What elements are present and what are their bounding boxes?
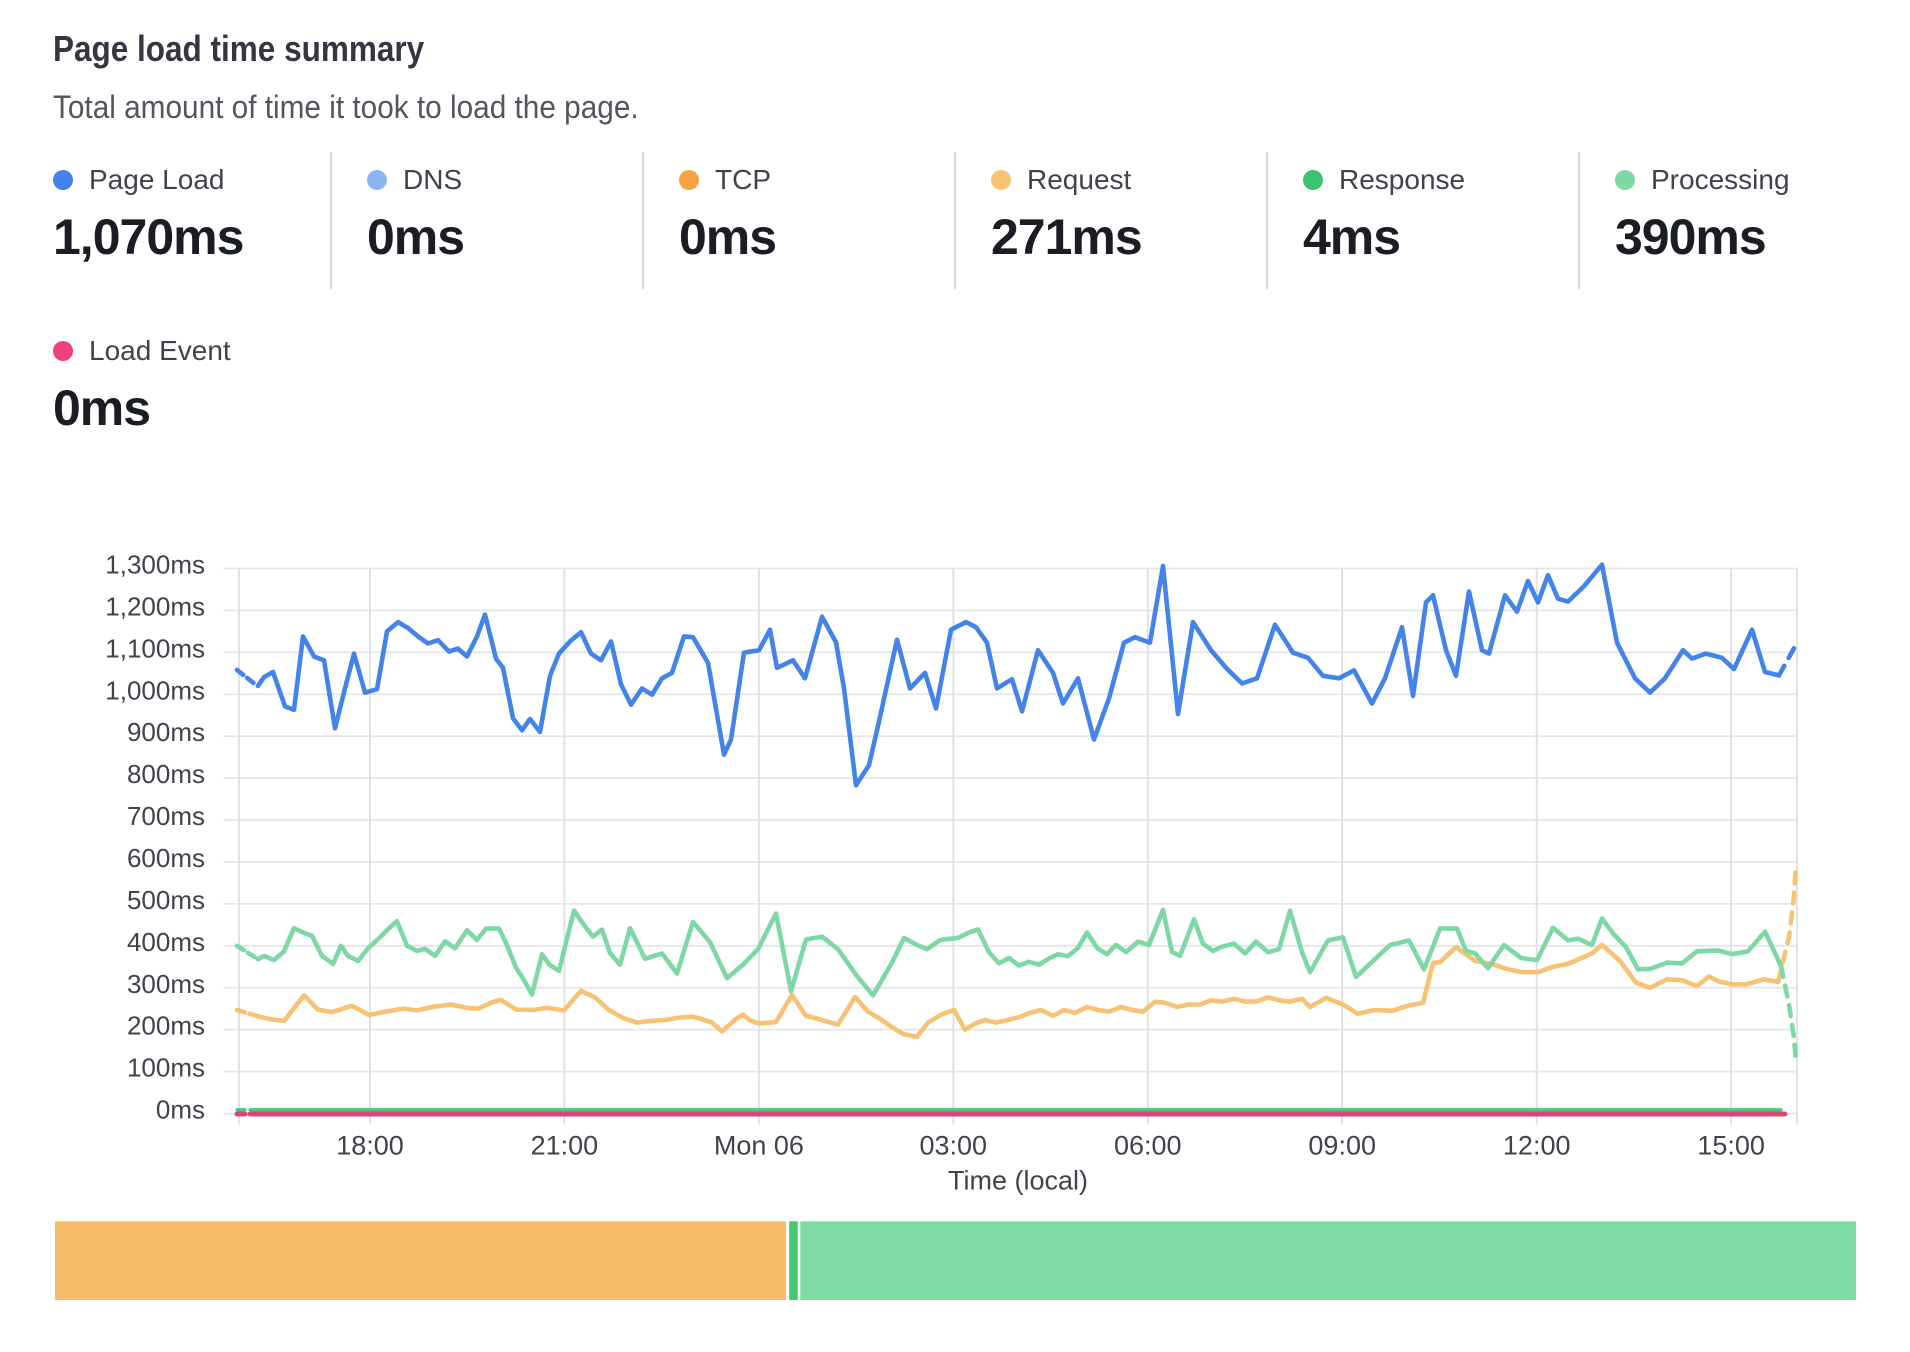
svg-text:15:00: 15:00 [1697,1131,1765,1161]
svg-text:500ms: 500ms [127,885,205,915]
svg-text:1,000ms: 1,000ms [105,675,205,705]
svg-text:Time (local): Time (local) [948,1166,1088,1196]
svg-text:0ms: 0ms [156,1095,205,1125]
svg-text:1,100ms: 1,100ms [105,633,205,663]
svg-text:Mon 06: Mon 06 [714,1131,804,1161]
svg-text:03:00: 03:00 [920,1131,988,1161]
svg-text:09:00: 09:00 [1308,1131,1376,1161]
svg-text:1,200ms: 1,200ms [105,591,205,621]
svg-text:1,300ms: 1,300ms [105,549,205,579]
svg-text:900ms: 900ms [127,717,205,747]
svg-text:12:00: 12:00 [1503,1131,1571,1161]
svg-text:800ms: 800ms [127,759,205,789]
svg-text:300ms: 300ms [127,969,205,999]
svg-text:100ms: 100ms [127,1053,205,1083]
svg-text:700ms: 700ms [127,801,205,831]
svg-text:400ms: 400ms [127,927,205,957]
svg-text:06:00: 06:00 [1114,1131,1182,1161]
svg-text:18:00: 18:00 [336,1131,404,1161]
svg-text:21:00: 21:00 [531,1131,599,1161]
svg-text:600ms: 600ms [127,843,205,873]
svg-text:200ms: 200ms [127,1011,205,1041]
